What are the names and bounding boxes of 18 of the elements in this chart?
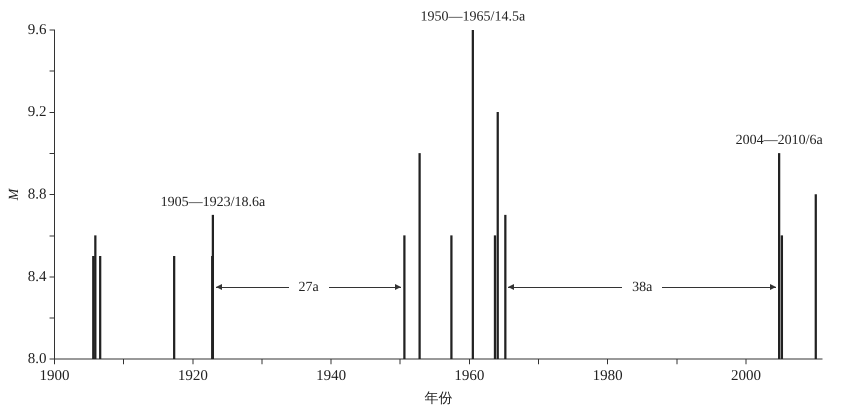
x-axis-title: 年份 (424, 390, 452, 406)
x-tick-label: 1940 (316, 368, 346, 384)
x-tick-label: 1980 (592, 368, 623, 384)
x-tick-label: 1920 (178, 368, 208, 384)
annotation: 38a (632, 280, 654, 295)
y-tick-label: 8.8 (28, 186, 47, 203)
annotation: 1905—1923/18.6a (160, 194, 266, 210)
y-tick-label: 9.6 (28, 22, 48, 38)
annotation: 2004—2010/6a (736, 133, 824, 148)
x-tick-label: 1900 (40, 368, 70, 384)
y-axis-title: M (7, 187, 22, 202)
annotation: 1950—1965/14.5a (420, 10, 526, 25)
annotation: 27a (298, 280, 320, 295)
y-tick-label: 8.0 (28, 351, 47, 368)
y-tick-label: 9.2 (28, 104, 47, 120)
x-tick-label: 2000 (730, 368, 761, 384)
x-tick-label: 1960 (454, 368, 484, 384)
y-tick-label: 8.4 (28, 268, 48, 285)
